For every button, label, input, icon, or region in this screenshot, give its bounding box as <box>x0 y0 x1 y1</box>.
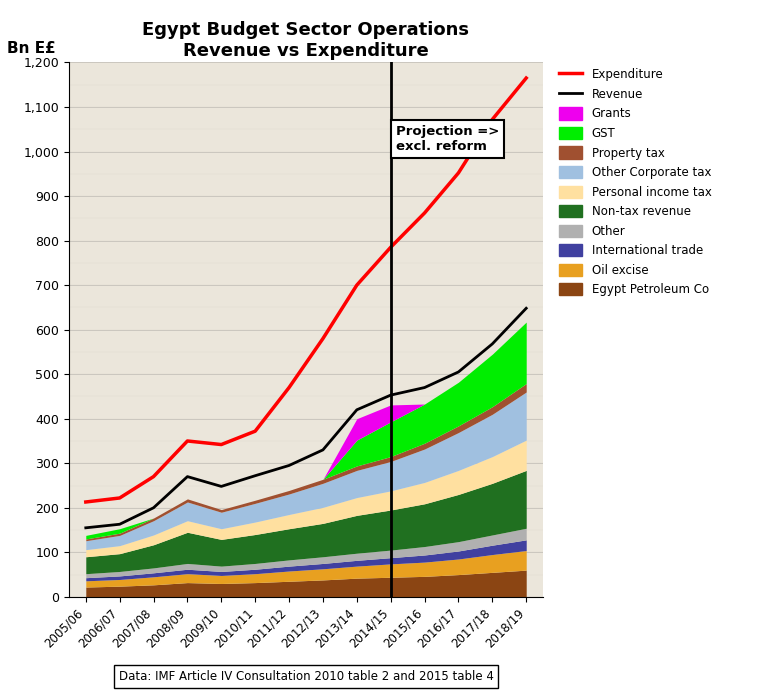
Text: Egypt Budget Sector Operations
Revenue vs Expenditure: Egypt Budget Sector Operations Revenue v… <box>142 21 470 60</box>
Text: Projection =>
excl. reform: Projection => excl. reform <box>396 125 499 153</box>
Text: Bn E£: Bn E£ <box>7 41 56 56</box>
Legend: Expenditure, Revenue, Grants, GST, Property tax, Other Corporate tax, Personal i: Expenditure, Revenue, Grants, GST, Prope… <box>558 69 711 296</box>
Text: Data: IMF Article IV Consultation 2010 table 2 and 2015 table 4: Data: IMF Article IV Consultation 2010 t… <box>119 670 493 683</box>
